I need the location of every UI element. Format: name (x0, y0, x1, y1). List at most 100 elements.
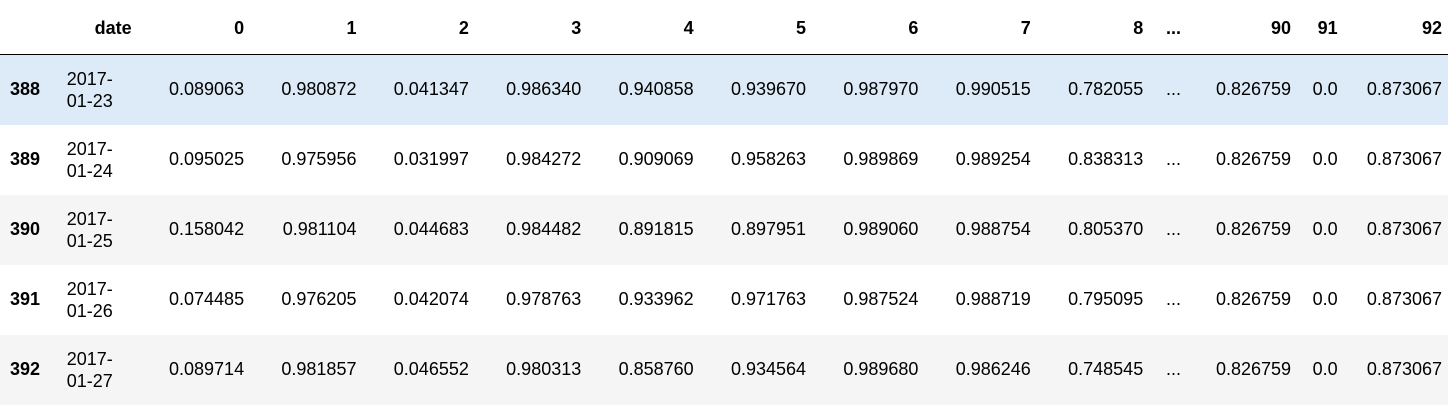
ellipsis-cell: ... (1165, 219, 1181, 239)
value-cell: 0.873067 (1366, 149, 1442, 169)
value-cell: 0.044683 (393, 219, 469, 239)
value-cell: 0.873067 (1366, 219, 1442, 239)
value-cell: 0.826759 (1215, 289, 1292, 309)
value-cell: 0.984482 (506, 219, 582, 239)
value-cell: 0.158042 (169, 219, 245, 239)
row-index: 391 (10, 289, 41, 309)
value-cell: 0.089063 (169, 79, 245, 100)
header-cell: 3 (474, 0, 588, 55)
value-cell: 0.978763 (506, 289, 582, 309)
value-cell: 0.826759 (1215, 149, 1292, 169)
date-month-day: 01-24 (66, 160, 113, 181)
date-cell: 2017- 01-24 (59, 125, 138, 195)
value-cell: 0.041347 (393, 79, 469, 100)
value-cell: 0.838313 (1068, 149, 1144, 169)
header-cell: 8 (1036, 0, 1150, 55)
value-cell: 0.046552 (393, 359, 469, 379)
table-row[interactable]: 389 2017- 01-24 0.095025 0.975956 0.03199… (0, 125, 1448, 195)
value-cell: 0.0 (1312, 359, 1338, 379)
table-body: 388 2017- 01-23 0.089063 0.980872 0.04134… (0, 54, 1448, 405)
date-year: 2017- (66, 208, 113, 229)
date-cell: 2017- 01-23 (59, 55, 138, 125)
header-cell: 1 (250, 0, 363, 55)
ellipsis-cell: ... (1165, 149, 1181, 169)
header-cell: 90 (1197, 0, 1298, 55)
value-cell: 0.933962 (618, 289, 694, 309)
table-row[interactable]: 391 2017- 01-26 0.074485 0.976205 0.04207… (0, 265, 1448, 335)
value-cell: 0.0 (1312, 149, 1338, 169)
value-cell: 0.980872 (281, 79, 357, 100)
header-cell: 7 (924, 0, 1037, 55)
value-cell: 0.986340 (506, 79, 582, 100)
date-cell: 2017- 01-26 (59, 265, 138, 335)
value-cell: 0.989680 (843, 359, 919, 379)
value-cell: 0.891815 (618, 219, 694, 239)
header-cell: 2 (362, 0, 475, 55)
table-row[interactable]: 392 2017- 01-27 0.089714 0.981857 0.04655… (0, 334, 1448, 405)
value-cell: 0.873067 (1366, 289, 1442, 309)
value-cell: 0.858760 (618, 359, 694, 379)
row-index: 392 (10, 359, 41, 379)
row-index: 390 (10, 219, 41, 239)
value-cell: 0.826759 (1215, 359, 1292, 379)
ellipsis-cell: ... (1165, 79, 1181, 100)
value-cell: 0.897951 (730, 219, 807, 239)
value-cell: 0.940858 (618, 79, 694, 100)
value-cell: 0.873067 (1366, 359, 1442, 379)
header-cell: 4 (587, 0, 700, 55)
value-cell: 0.934564 (730, 359, 807, 379)
value-cell: 0.0 (1312, 79, 1338, 100)
value-cell: 0.989869 (843, 149, 919, 169)
table-row[interactable]: 388 2017- 01-23 0.089063 0.980872 0.04134… (0, 54, 1448, 125)
value-cell: 0.095025 (169, 149, 245, 169)
value-cell: 0.988719 (955, 289, 1031, 309)
value-cell: 0.031997 (393, 149, 469, 169)
value-cell: 0.987970 (843, 79, 919, 100)
value-cell: 0.0 (1312, 219, 1338, 239)
value-cell: 0.795095 (1068, 289, 1144, 309)
value-cell: 0.971763 (730, 289, 807, 309)
header-cell: 91 (1297, 0, 1344, 55)
table-row[interactable]: 390 2017- 01-25 0.158042 0.981104 0.04468… (0, 194, 1448, 265)
header-cell-date: date (58, 0, 138, 55)
value-cell: 0.074485 (169, 289, 245, 309)
header-cell-ellipsis: ... (1149, 0, 1198, 55)
row-index: 389 (10, 149, 41, 169)
date-year: 2017- (66, 348, 113, 369)
value-cell: 0.826759 (1215, 219, 1292, 239)
row-index: 388 (10, 79, 41, 100)
header-cell: 92 (1343, 0, 1448, 55)
date-month-day: 01-26 (66, 300, 113, 321)
value-cell: 0.981104 (282, 219, 357, 239)
value-cell: 0.873067 (1366, 79, 1442, 100)
value-cell: 0.826759 (1215, 79, 1292, 100)
ellipsis-cell: ... (1165, 359, 1181, 379)
header-row: date 0 1 2 3 4 5 6 7 8 ... 90 91 92 (0, 0, 1448, 55)
value-cell: 0.976205 (281, 289, 357, 309)
header-cell-index (0, 0, 59, 55)
value-cell: 0.987524 (843, 289, 919, 309)
value-cell: 0.990515 (955, 79, 1031, 100)
value-cell: 0.975956 (281, 149, 357, 169)
ellipsis-cell: ... (1165, 289, 1181, 309)
header-cell: 6 (812, 0, 925, 55)
value-cell: 0.958263 (730, 149, 807, 169)
table-header: date 0 1 2 3 4 5 6 7 8 ... 90 91 92 (0, 0, 1448, 55)
date-year: 2017- (66, 278, 113, 299)
value-cell: 0.089714 (169, 359, 245, 379)
value-cell: 0.989254 (955, 149, 1031, 169)
value-cell: 0.748545 (1068, 359, 1144, 379)
date-year: 2017- (66, 68, 113, 89)
date-month-day: 01-23 (66, 90, 113, 111)
value-cell: 0.042074 (393, 289, 469, 309)
date-cell: 2017- 01-27 (59, 335, 138, 405)
value-cell: 0.939670 (730, 79, 807, 100)
header-cell: 0 (137, 0, 251, 55)
date-month-day: 01-27 (66, 370, 113, 391)
value-cell: 0.782055 (1068, 79, 1144, 100)
header-cell: 5 (699, 0, 813, 55)
value-cell: 0.981857 (281, 359, 357, 379)
value-cell: 0.989060 (843, 219, 919, 239)
value-cell: 0.909069 (618, 149, 694, 169)
